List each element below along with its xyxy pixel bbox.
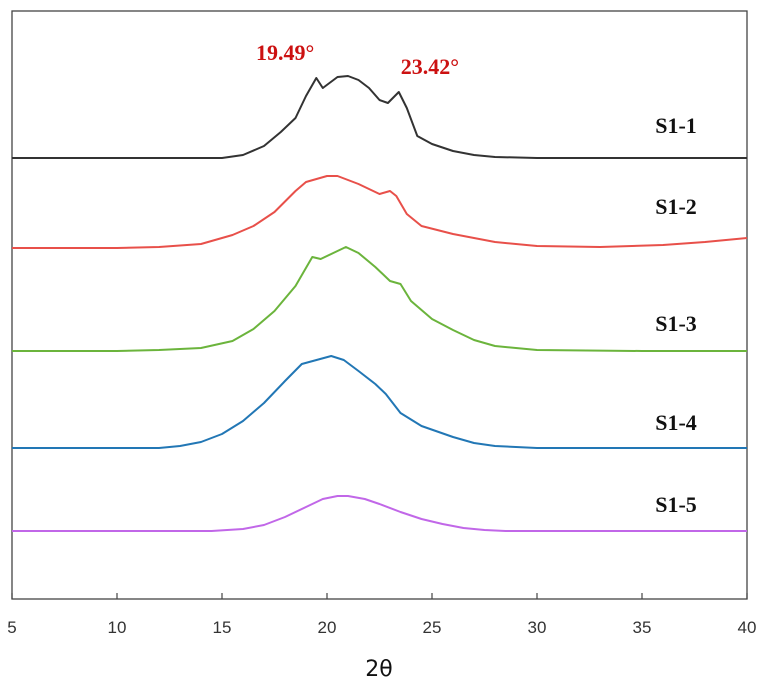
x-tick-label-5: 5	[7, 618, 16, 637]
annotation-group: 19.49° 23.42°	[256, 40, 459, 79]
series-label-s1-2: S1-2	[655, 194, 697, 219]
plot-frame	[11, 10, 748, 600]
series-line-s1-5	[12, 495, 747, 532]
x-tick-label-25: 25	[423, 618, 442, 637]
series-line-s1-1	[12, 75, 747, 159]
series-line-s1-2	[12, 175, 748, 249]
series-label-s1-4: S1-4	[655, 410, 697, 435]
peak-annotation-1: 19.49°	[256, 40, 314, 65]
x-tick-label-10: 10	[108, 618, 127, 637]
series-label-s1-5: S1-5	[655, 492, 697, 517]
series-line-s1-4	[12, 355, 747, 449]
x-tick-label-35: 35	[633, 618, 652, 637]
peak-annotation-2: 23.42°	[401, 54, 459, 79]
x-tick-label-15: 15	[213, 618, 232, 637]
series-label-s1-1: S1-1	[655, 113, 697, 138]
series-group	[12, 75, 748, 532]
series-label-group: S1-1 S1-2 S1-3 S1-4 S1-5	[655, 113, 697, 517]
series-label-s1-3: S1-3	[655, 311, 697, 336]
x-axis-label: 2θ	[365, 657, 392, 682]
series-line-s1-3	[12, 246, 747, 352]
x-tick-label-30: 30	[528, 618, 547, 637]
x-tick-label-20: 20	[318, 618, 337, 637]
x-tick-label-40: 40	[738, 618, 757, 637]
x-axis-ticks: 5 10 15 20 25 30 35 40	[7, 593, 756, 637]
